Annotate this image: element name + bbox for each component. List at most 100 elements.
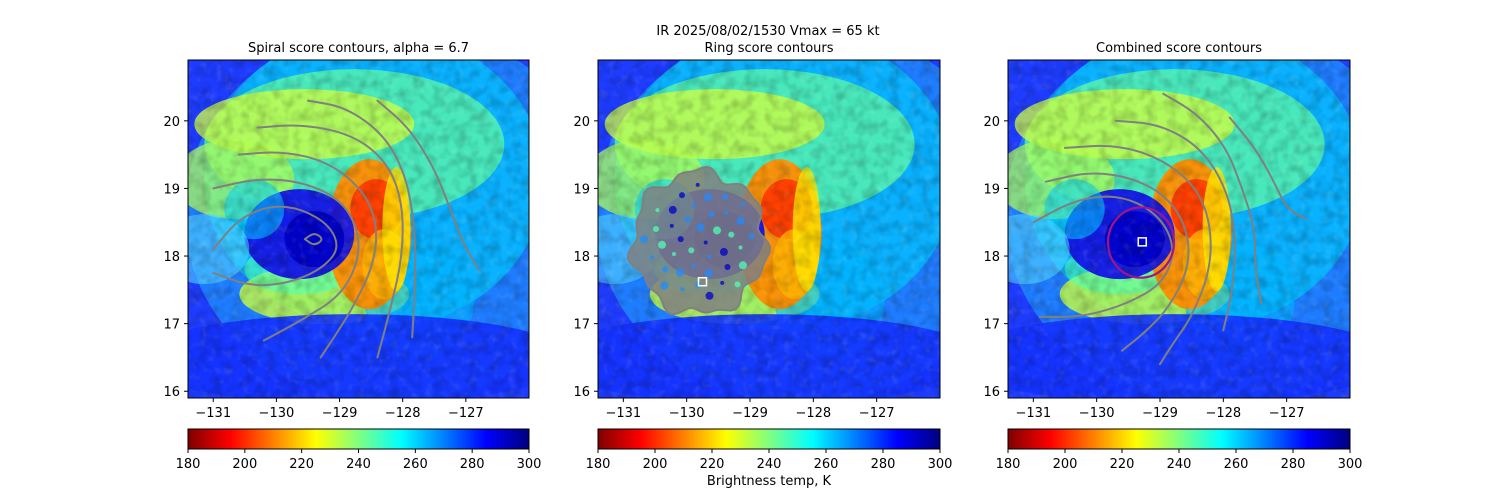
ring-score-speck	[650, 255, 654, 260]
ring-score-speck	[662, 266, 669, 273]
combined-contour-1	[1032, 195, 1174, 318]
colorbar-tick-label: 240	[1167, 457, 1192, 472]
colorbar-tick-label: 180	[176, 457, 201, 472]
x-tick-label: −129	[322, 406, 358, 421]
axes-frame	[1007, 59, 1351, 399]
ring-score-speck	[707, 254, 712, 259]
colorbar-tick-label: 280	[1281, 457, 1306, 472]
y-tick-label: 20	[983, 115, 1000, 130]
spiral-contour-2	[212, 205, 338, 287]
colorbar-tick-label: 300	[517, 457, 542, 472]
ring-score-speck	[734, 281, 741, 288]
y-tick-label: 16	[163, 385, 180, 400]
y-tick-label: 19	[573, 182, 590, 197]
colorbar-tick-label: 200	[1053, 457, 1078, 472]
combined-contour-5	[1162, 92, 1263, 305]
x-tick-label: −131	[605, 406, 641, 421]
colorbar-tick-label: 260	[814, 457, 839, 472]
x-tick-label: −127	[448, 406, 484, 421]
ring-score-speck	[696, 223, 705, 232]
panel-title: Spiral score contours, alpha = 6.7	[248, 41, 469, 56]
ring-score-speck	[640, 235, 648, 244]
x-tick-label: −131	[195, 406, 231, 421]
ring-score-speck	[705, 291, 714, 300]
combined-contour-6	[1228, 116, 1307, 220]
y-tick-label: 16	[983, 385, 1000, 400]
ring-score-speck	[691, 264, 696, 268]
y-tick-label: 18	[163, 250, 180, 265]
colorbar	[1007, 428, 1351, 450]
ring-score-speck	[708, 211, 715, 218]
ring-score-speck	[658, 240, 666, 249]
spiral-contour-7	[376, 99, 480, 271]
y-tick-label: 17	[573, 318, 590, 333]
x-tick-label: −128	[385, 406, 421, 421]
colorbar-tick-label: 180	[586, 457, 611, 472]
ring-score-speck	[676, 268, 685, 277]
spiral-contour-5	[256, 124, 404, 359]
colorbar-tick-label: 220	[289, 457, 314, 472]
axes-frame	[187, 59, 530, 399]
axes-frame	[597, 59, 941, 399]
panel-2: Ring score contours −131 −130 −129 −128 −127 1…	[573, 41, 953, 472]
x-tick-label: −128	[795, 406, 831, 421]
colorbar-tick-label: 260	[403, 457, 428, 472]
ring-score-speck	[668, 205, 677, 214]
ring-score-speck	[703, 240, 708, 245]
combined-ring	[1106, 206, 1176, 279]
ring-score-speck	[653, 226, 659, 232]
ring-score-speck	[660, 281, 669, 290]
colorbar	[187, 428, 530, 450]
overlay	[1032, 92, 1307, 366]
ring-score-speck	[724, 211, 729, 216]
x-tick-label: −127	[859, 406, 895, 421]
ring-score-speck	[679, 192, 685, 199]
y-tick-label: 16	[573, 385, 590, 400]
ir-image	[188, 60, 529, 398]
ring-score-speck	[655, 208, 660, 213]
ring-score-speck	[724, 264, 731, 270]
colorbar-tick-label: 180	[996, 457, 1021, 472]
ring-score-speck	[677, 236, 684, 243]
x-tick-label: −129	[1142, 406, 1178, 421]
overlay	[626, 165, 772, 316]
combined-contour-2	[1045, 172, 1190, 352]
y-tick-label: 19	[163, 182, 180, 197]
colorbar	[597, 428, 941, 450]
colorbar-tick-label: 200	[232, 457, 257, 472]
center-marker	[1137, 237, 1148, 247]
ring-score-speck	[695, 182, 700, 187]
spiral-contour-4	[237, 151, 378, 359]
colorbar-tick-label: 240	[757, 457, 782, 472]
spiral-contour-1	[303, 233, 323, 246]
ring-score-speck	[704, 269, 713, 278]
ring-score-speck	[692, 203, 697, 208]
x-tick-label: −130	[259, 406, 295, 421]
ring-score-speck	[740, 202, 745, 207]
ring-score-speck	[684, 216, 691, 223]
panel-1: Spiral score contours, alpha = 6.7 −131 −1…	[163, 41, 542, 472]
ring-score-speck	[672, 252, 676, 256]
colorbar-tick-label: 300	[1338, 457, 1363, 472]
x-tick-label: −130	[669, 406, 705, 421]
colorbar-tick-label: 240	[346, 457, 371, 472]
overlay	[212, 99, 480, 359]
center-marker	[697, 276, 708, 287]
panel-title: Combined score contours	[1096, 41, 1262, 56]
colorbar-tick-label: 220	[1110, 457, 1135, 472]
y-tick-label: 17	[983, 318, 1000, 333]
ir-texture-light	[1008, 60, 1350, 398]
x-tick-label: −131	[1015, 406, 1051, 421]
combined-contour-3	[1064, 144, 1212, 366]
y-tick-label: 18	[573, 250, 590, 265]
combined-contour-4	[1114, 119, 1236, 332]
colorbar-tick-label: 260	[1224, 457, 1249, 472]
ring-score-speck	[738, 261, 747, 270]
spiral-contour-6	[307, 99, 417, 339]
colorbar-tick-label: 300	[928, 457, 953, 472]
ring-score-speck	[720, 280, 725, 285]
y-tick-label: 17	[163, 318, 180, 333]
x-tick-label: −130	[1079, 406, 1115, 421]
ir-image	[598, 60, 940, 398]
